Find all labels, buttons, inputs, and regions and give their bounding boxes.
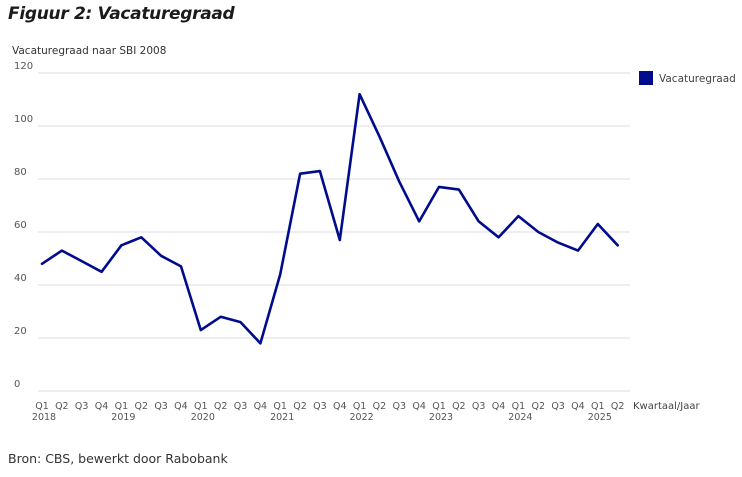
y-axis-title: Vacaturegraad naar SBI 2008 — [12, 45, 166, 57]
x-tick-label-year: 2020 — [191, 412, 215, 423]
x-tick-label-quarter: Q3 — [313, 401, 327, 412]
x-tick-label-quarter: Q3 — [551, 401, 565, 412]
x-tick-label-year: 2025 — [588, 412, 612, 423]
x-tick-label-quarter: Q4 — [254, 401, 268, 412]
series-line — [40, 92, 620, 345]
x-tick-label-quarter: Q2 — [531, 401, 545, 412]
gridlines — [38, 72, 630, 392]
x-tick-label-year: 2019 — [111, 412, 135, 423]
x-tick-label-quarter: Q2 — [611, 401, 625, 412]
x-tick-label-quarter: Q1 — [115, 401, 129, 412]
legend-swatch — [639, 71, 653, 85]
x-tick-label-quarter: Q4 — [492, 401, 506, 412]
x-tick-label-quarter: Q4 — [571, 401, 585, 412]
x-tick-label-quarter: Q3 — [393, 401, 407, 412]
x-tick-label-quarter: Q1 — [353, 401, 367, 412]
series-lines — [40, 92, 620, 345]
y-tick-label: 80 — [14, 167, 27, 178]
x-tick-label-year: 2023 — [429, 412, 453, 423]
x-tick-label-quarter: Q2 — [214, 401, 228, 412]
y-tick-labels: 0 20 40 60 80 100 120 — [14, 61, 33, 390]
x-tick-label-quarter: Q4 — [412, 401, 426, 412]
x-tick-label-quarter: Q4 — [333, 401, 347, 412]
x-tick-label-quarter: Q1 — [273, 401, 287, 412]
y-tick-label: 120 — [14, 61, 33, 72]
y-tick-label: 100 — [14, 114, 33, 125]
x-tick-label-quarter: Q2 — [373, 401, 387, 412]
x-tick-label-quarter: Q3 — [154, 401, 168, 412]
x-tick-label-quarter: Q2 — [134, 401, 148, 412]
x-tick-label-quarter: Q4 — [95, 401, 109, 412]
legend: Vacaturegraad — [639, 71, 736, 85]
x-tick-label-quarter: Q3 — [472, 401, 486, 412]
x-tick-label-quarter: Q1 — [35, 401, 49, 412]
x-tick-label-quarter: Q4 — [174, 401, 188, 412]
x-tick-label-quarter: Q3 — [75, 401, 89, 412]
x-tick-label-quarter: Q1 — [194, 401, 208, 412]
y-tick-label: 60 — [14, 220, 27, 231]
y-tick-label: 20 — [14, 326, 27, 337]
source-note: Bron: CBS, bewerkt door Rabobank — [8, 451, 228, 466]
y-tick-label: 40 — [14, 273, 27, 284]
x-tick-label-year: 2021 — [270, 412, 294, 423]
figure-title: Figuur 2: Vacaturegraad — [8, 4, 235, 24]
x-tick-label-year: 2024 — [508, 412, 532, 423]
x-tick-label-quarter: Q2 — [452, 401, 466, 412]
x-tick-label-quarter: Q1 — [432, 401, 446, 412]
legend-label: Vacaturegraad — [659, 73, 736, 85]
x-tick-label-quarter: Q1 — [591, 401, 605, 412]
x-tick-label-quarter: Q2 — [293, 401, 307, 412]
x-tick-label-year: 2022 — [350, 412, 374, 423]
x-tick-labels: Q1 Q2 Q3 Q4 Q1 Q2 Q3 Q4 Q1 Q2 Q3 Q4 Q1 Q2 Q3 Q4 Q1 Q2 Q3 Q4… — [32, 401, 625, 423]
y-tick-label: 0 — [14, 379, 20, 390]
x-axis-title: Kwartaal/Jaar — [633, 401, 701, 412]
x-tick-label-year: 2018 — [32, 412, 56, 423]
x-tick-label-quarter: Q3 — [234, 401, 248, 412]
x-tick-label-quarter: Q2 — [55, 401, 69, 412]
x-tick-label-quarter: Q1 — [512, 401, 526, 412]
